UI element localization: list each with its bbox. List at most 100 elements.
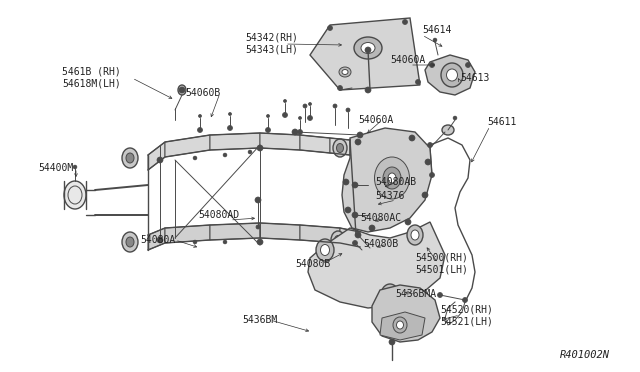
Circle shape [353, 241, 358, 246]
Circle shape [415, 80, 420, 84]
Ellipse shape [342, 70, 348, 74]
Polygon shape [380, 312, 425, 340]
Polygon shape [342, 128, 432, 232]
Circle shape [369, 225, 375, 231]
Circle shape [425, 159, 431, 165]
Circle shape [179, 87, 185, 93]
Text: 54520(RH): 54520(RH) [440, 305, 493, 315]
Circle shape [292, 129, 298, 135]
Circle shape [365, 87, 371, 93]
Ellipse shape [178, 85, 186, 95]
Polygon shape [148, 142, 165, 170]
Circle shape [227, 125, 232, 131]
Polygon shape [340, 228, 360, 247]
Ellipse shape [126, 237, 134, 247]
Circle shape [298, 129, 303, 135]
Ellipse shape [397, 321, 403, 329]
Text: 54060A: 54060A [358, 115, 393, 125]
Circle shape [365, 47, 371, 53]
Text: 54500(RH): 54500(RH) [415, 253, 468, 263]
Circle shape [463, 298, 467, 302]
Circle shape [198, 115, 202, 118]
Circle shape [257, 239, 263, 245]
Circle shape [352, 182, 358, 188]
Text: 5436BMA: 5436BMA [395, 289, 436, 299]
Ellipse shape [383, 167, 401, 189]
Circle shape [403, 19, 408, 25]
Circle shape [198, 128, 202, 132]
Circle shape [438, 292, 442, 298]
Polygon shape [300, 135, 330, 153]
Text: 54501(LH): 54501(LH) [415, 265, 468, 275]
Circle shape [453, 116, 457, 120]
Circle shape [256, 225, 260, 229]
Text: 54611: 54611 [487, 117, 516, 127]
Circle shape [428, 142, 433, 148]
Circle shape [193, 156, 197, 160]
Ellipse shape [388, 173, 396, 183]
Text: 54080AB: 54080AB [375, 177, 416, 187]
Ellipse shape [441, 63, 463, 87]
Circle shape [405, 219, 411, 225]
Circle shape [352, 212, 358, 218]
Polygon shape [310, 18, 420, 90]
Polygon shape [148, 228, 165, 250]
Ellipse shape [385, 289, 394, 301]
Circle shape [429, 62, 435, 67]
Polygon shape [425, 55, 475, 95]
Circle shape [193, 240, 197, 244]
Text: 54080A: 54080A [140, 235, 175, 245]
Circle shape [465, 62, 470, 67]
Text: 54400M: 54400M [38, 163, 73, 173]
Ellipse shape [316, 239, 334, 261]
Text: 54613: 54613 [460, 73, 490, 83]
Ellipse shape [339, 67, 351, 77]
Circle shape [228, 112, 232, 115]
Circle shape [429, 173, 435, 177]
Circle shape [255, 197, 261, 203]
Circle shape [343, 179, 349, 185]
Circle shape [389, 339, 395, 345]
Circle shape [409, 135, 415, 141]
Text: 54080AD: 54080AD [198, 210, 239, 220]
Ellipse shape [374, 157, 410, 199]
Polygon shape [330, 138, 350, 155]
Ellipse shape [122, 148, 138, 168]
Text: 54521(LH): 54521(LH) [440, 317, 493, 327]
Circle shape [346, 108, 350, 112]
Polygon shape [165, 225, 210, 243]
Ellipse shape [126, 153, 134, 163]
Text: 54614: 54614 [422, 25, 451, 35]
Circle shape [337, 86, 342, 90]
Circle shape [266, 128, 271, 132]
Ellipse shape [321, 244, 330, 256]
Text: 54376: 54376 [375, 191, 404, 201]
Circle shape [355, 232, 361, 238]
Circle shape [355, 139, 361, 145]
Ellipse shape [335, 235, 342, 244]
Text: 54342(RH): 54342(RH) [245, 33, 298, 43]
Ellipse shape [331, 231, 345, 249]
Ellipse shape [407, 225, 423, 245]
Polygon shape [308, 222, 445, 308]
Text: 54618M(LH): 54618M(LH) [62, 79, 121, 89]
Circle shape [157, 237, 163, 243]
Polygon shape [372, 285, 440, 342]
Ellipse shape [411, 230, 419, 240]
Ellipse shape [64, 181, 86, 209]
Circle shape [308, 103, 312, 106]
Circle shape [282, 112, 287, 118]
Text: 54343(LH): 54343(LH) [245, 45, 298, 55]
Circle shape [422, 192, 428, 198]
Text: 54060A: 54060A [390, 55, 425, 65]
Circle shape [223, 240, 227, 244]
Circle shape [433, 38, 437, 42]
Polygon shape [300, 225, 340, 243]
Polygon shape [165, 135, 210, 157]
Circle shape [73, 165, 77, 169]
Circle shape [357, 132, 363, 138]
Circle shape [223, 153, 227, 157]
Text: 5436BM: 5436BM [242, 315, 277, 325]
Ellipse shape [337, 144, 344, 153]
Circle shape [307, 115, 312, 121]
